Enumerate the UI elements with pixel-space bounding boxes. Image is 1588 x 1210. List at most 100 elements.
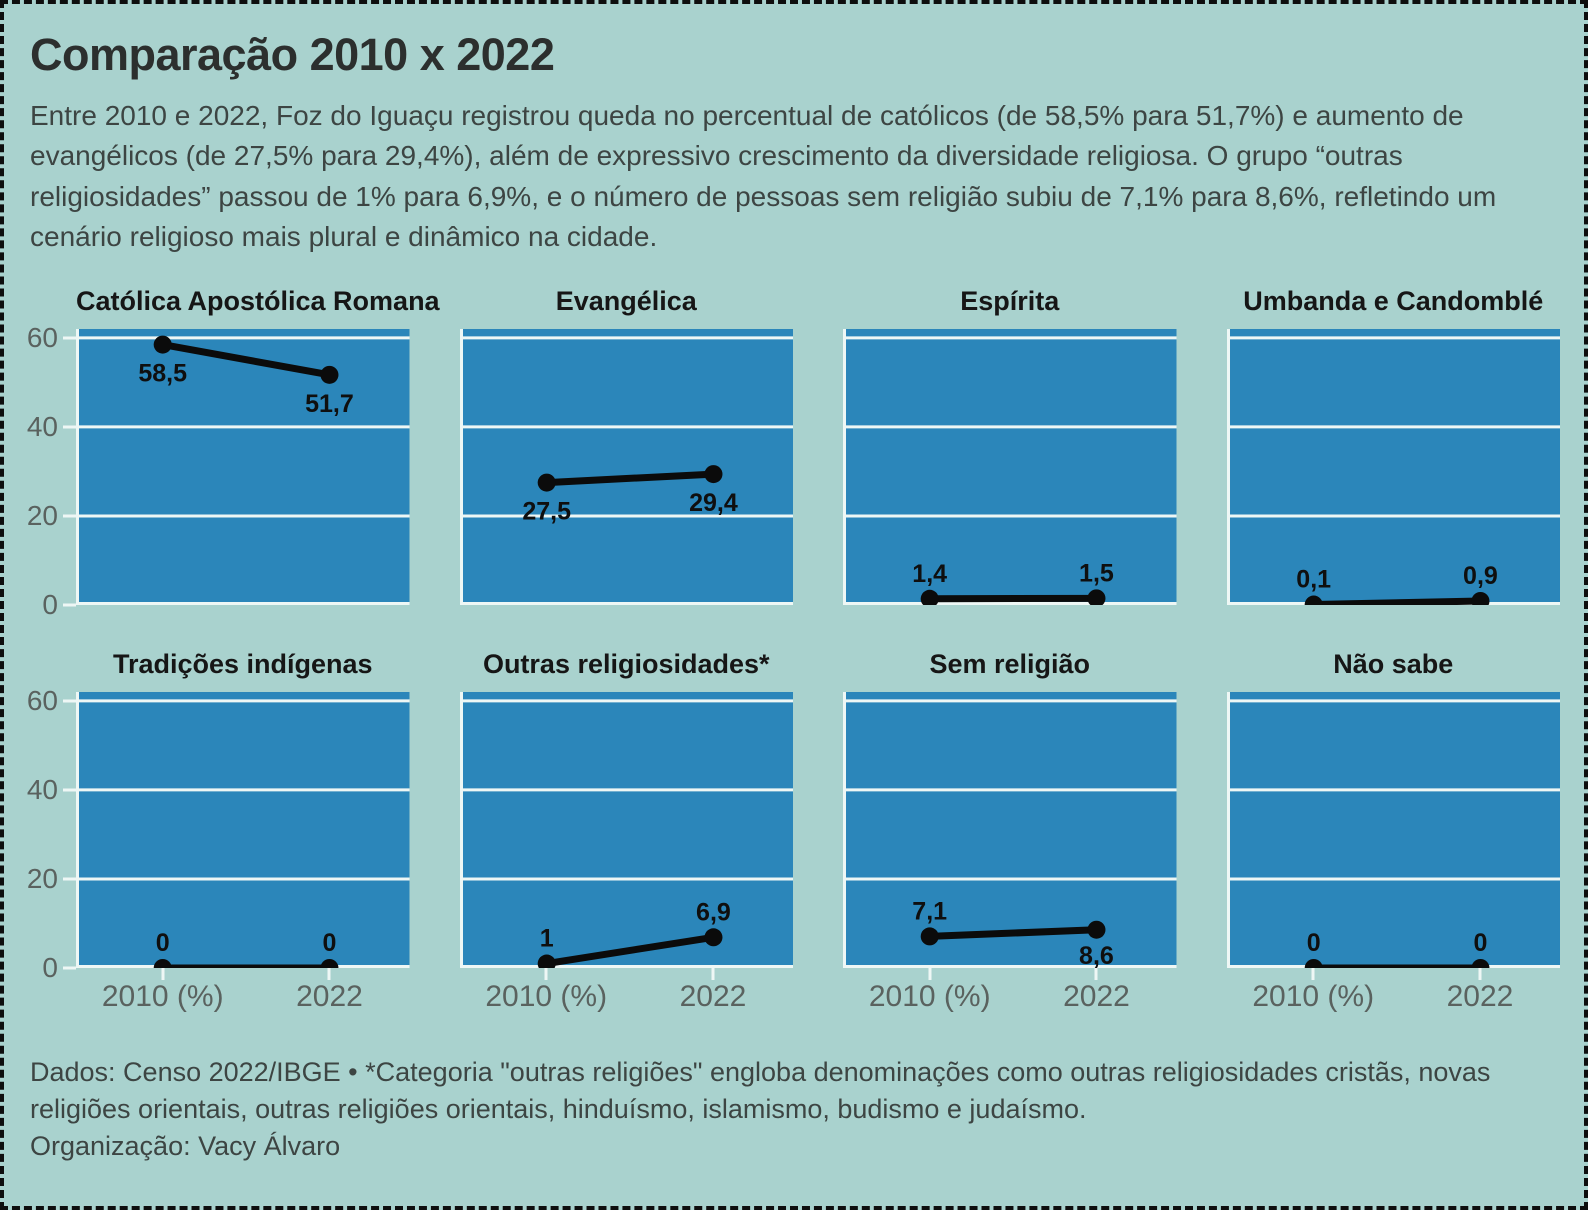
organization-note: Organização: Vacy Álvaro bbox=[30, 1131, 341, 1162]
panel-cell: 7,1 8,6 bbox=[843, 691, 1177, 968]
value-label: 58,5 bbox=[138, 359, 187, 387]
y-tick-mark bbox=[63, 425, 76, 429]
data-point-2022 bbox=[703, 928, 722, 947]
x-axis-cell: 2010 (%) 2022 bbox=[460, 967, 794, 1020]
y-tick-mark bbox=[63, 877, 76, 881]
x-tick-mark bbox=[928, 967, 932, 980]
x-tick-mark bbox=[327, 967, 331, 980]
data-point-2010 bbox=[1304, 958, 1323, 968]
x-tick-mark bbox=[1478, 967, 1482, 980]
value-label: 1 bbox=[539, 924, 553, 952]
x-tick-mark bbox=[544, 967, 548, 980]
panel-title-cell: Umbanda e Candomblé bbox=[1227, 286, 1561, 317]
plot-area bbox=[1226, 691, 1560, 968]
panel-title-tradic-o-es-indi-genas: Tradições indígenas bbox=[112, 648, 373, 679]
y-tick-label-40: 40 bbox=[26, 773, 58, 805]
data-point-2022 bbox=[1087, 920, 1106, 939]
x-tick-label-2010: 2010 (%) bbox=[101, 979, 224, 1013]
x-axis-labels-row: 2010 (%) 2022 2010 (%) 2022 2010 (%) 2022 2010… bbox=[28, 967, 1560, 1020]
y-axis: 60 40 20 0 bbox=[26, 323, 76, 618]
x-tick-mark bbox=[1094, 967, 1098, 980]
value-label: 51,7 bbox=[305, 390, 354, 418]
y-tick-mark bbox=[63, 788, 76, 792]
y-axis-gutter-spacer bbox=[28, 649, 76, 680]
value-label: 1,4 bbox=[912, 560, 947, 588]
panel-title-cato-lica-aposto-lica-romana: Católica Apostólica Romana bbox=[76, 285, 440, 316]
chart-panel-sem-religia-o: 7,1 8,6 bbox=[843, 691, 1177, 968]
panels-row: 60 40 20 0 58,5 51,7 27,5 29,4 1,4 1,5 0,1 0,9 bbox=[26, 323, 1560, 618]
y-tick-label-60: 60 bbox=[26, 684, 58, 716]
x-tick-label-2022: 2022 bbox=[296, 979, 363, 1013]
data-point-2022 bbox=[320, 958, 339, 968]
value-label: 8,6 bbox=[1079, 942, 1114, 968]
intro-text: Entre 2010 e 2022, Foz do Iguaçu registr… bbox=[30, 99, 1497, 253]
panel-title-umbanda-e-candomble: Umbanda e Candomblé bbox=[1243, 285, 1544, 316]
data-point-2010 bbox=[153, 335, 172, 354]
panel-title-cell: Tradições indígenas bbox=[76, 649, 410, 680]
value-label: 0 bbox=[1473, 929, 1487, 957]
panel-titles-row: Tradições indígenas Outras religiosidades… bbox=[28, 649, 1560, 680]
x-axis-cell: 2010 (%) 2022 bbox=[76, 967, 410, 1020]
panel-title-na-o-sabe: Não sabe bbox=[1333, 648, 1454, 679]
value-label: 7,1 bbox=[912, 897, 947, 925]
data-point-2010 bbox=[920, 589, 939, 605]
y-tick-label-20: 20 bbox=[26, 862, 58, 894]
panel-title-cell: Outras religiosidades* bbox=[460, 649, 794, 680]
data-point-2010 bbox=[153, 958, 172, 968]
chart-panel-outras-religiosidades: 16,9 bbox=[459, 691, 793, 968]
value-label: 0 bbox=[323, 929, 337, 957]
panel-title-cell: Espírita bbox=[843, 286, 1177, 317]
data-point-2022 bbox=[1470, 958, 1489, 968]
y-axis: 60 40 20 0 bbox=[26, 686, 76, 981]
value-label: 6,9 bbox=[696, 898, 731, 926]
x-tick-label-2022: 2022 bbox=[1063, 979, 1130, 1013]
x-tick-label-2010: 2010 (%) bbox=[485, 979, 608, 1013]
source-note: Dados: Censo 2022/IBGE • *Categoria "out… bbox=[30, 1056, 1491, 1125]
panels-row: 60 40 20 0 0 0 1 6,9 7,1 8,6 0 0 bbox=[26, 686, 1560, 981]
y-tick-mark bbox=[63, 603, 76, 607]
panel-title-cell: Sem religião bbox=[843, 649, 1177, 680]
data-point-2022 bbox=[703, 464, 722, 483]
small-multiples-charts: Católica Apostólica Romana Evangélica Espí… bbox=[26, 285, 1561, 1020]
data-point-2010 bbox=[537, 954, 556, 968]
chart-panel-evange-lica: 27,5 29,4 bbox=[459, 328, 793, 605]
data-point-2022 bbox=[320, 365, 339, 384]
plot-area bbox=[76, 691, 410, 968]
x-tick-label-2010: 2010 (%) bbox=[1252, 979, 1375, 1013]
x-tick-label-2022: 2022 bbox=[679, 979, 747, 1013]
value-label: 29,4 bbox=[689, 489, 738, 517]
value-label: 0,9 bbox=[1463, 562, 1498, 590]
chart-panel-espi-rita: 1,4 1,5 bbox=[843, 328, 1177, 605]
data-point-2022 bbox=[1087, 589, 1106, 605]
y-tick-label-40: 40 bbox=[26, 410, 58, 442]
panel-cell: 27,5 29,4 bbox=[459, 328, 793, 605]
value-label: 0 bbox=[156, 929, 170, 957]
footer: Dados: Censo 2022/IBGE • *Categoria "out… bbox=[30, 1054, 1560, 1166]
y-tick-label-20: 20 bbox=[26, 499, 58, 531]
y-tick-mark bbox=[63, 699, 76, 703]
plot-area bbox=[843, 691, 1177, 968]
x-tick-mark bbox=[161, 967, 165, 980]
trend-line bbox=[926, 926, 1100, 940]
trend-line bbox=[542, 470, 717, 486]
plot-area bbox=[459, 328, 793, 605]
value-label: 0,1 bbox=[1296, 565, 1331, 593]
y-tick-label-0: 0 bbox=[42, 588, 58, 620]
panel-title-outras-religiosidades: Outras religiosidades* bbox=[482, 648, 770, 679]
x-tick-label-2010: 2010 (%) bbox=[868, 979, 991, 1013]
value-label: 1,5 bbox=[1079, 559, 1114, 587]
panel-title-cell: Católica Apostólica Romana bbox=[76, 285, 440, 317]
panel-cell: 1 6,9 bbox=[459, 691, 793, 968]
y-tick-mark bbox=[63, 336, 76, 340]
plot-area bbox=[1226, 328, 1560, 605]
chart-panel-cato-lica-aposto-lica-romana: 58,5 51,7 bbox=[76, 328, 410, 605]
value-label: 27,5 bbox=[522, 497, 571, 525]
x-tick-mark bbox=[1311, 967, 1315, 980]
x-tick-mark bbox=[711, 967, 715, 980]
y-tick-mark bbox=[63, 514, 76, 518]
